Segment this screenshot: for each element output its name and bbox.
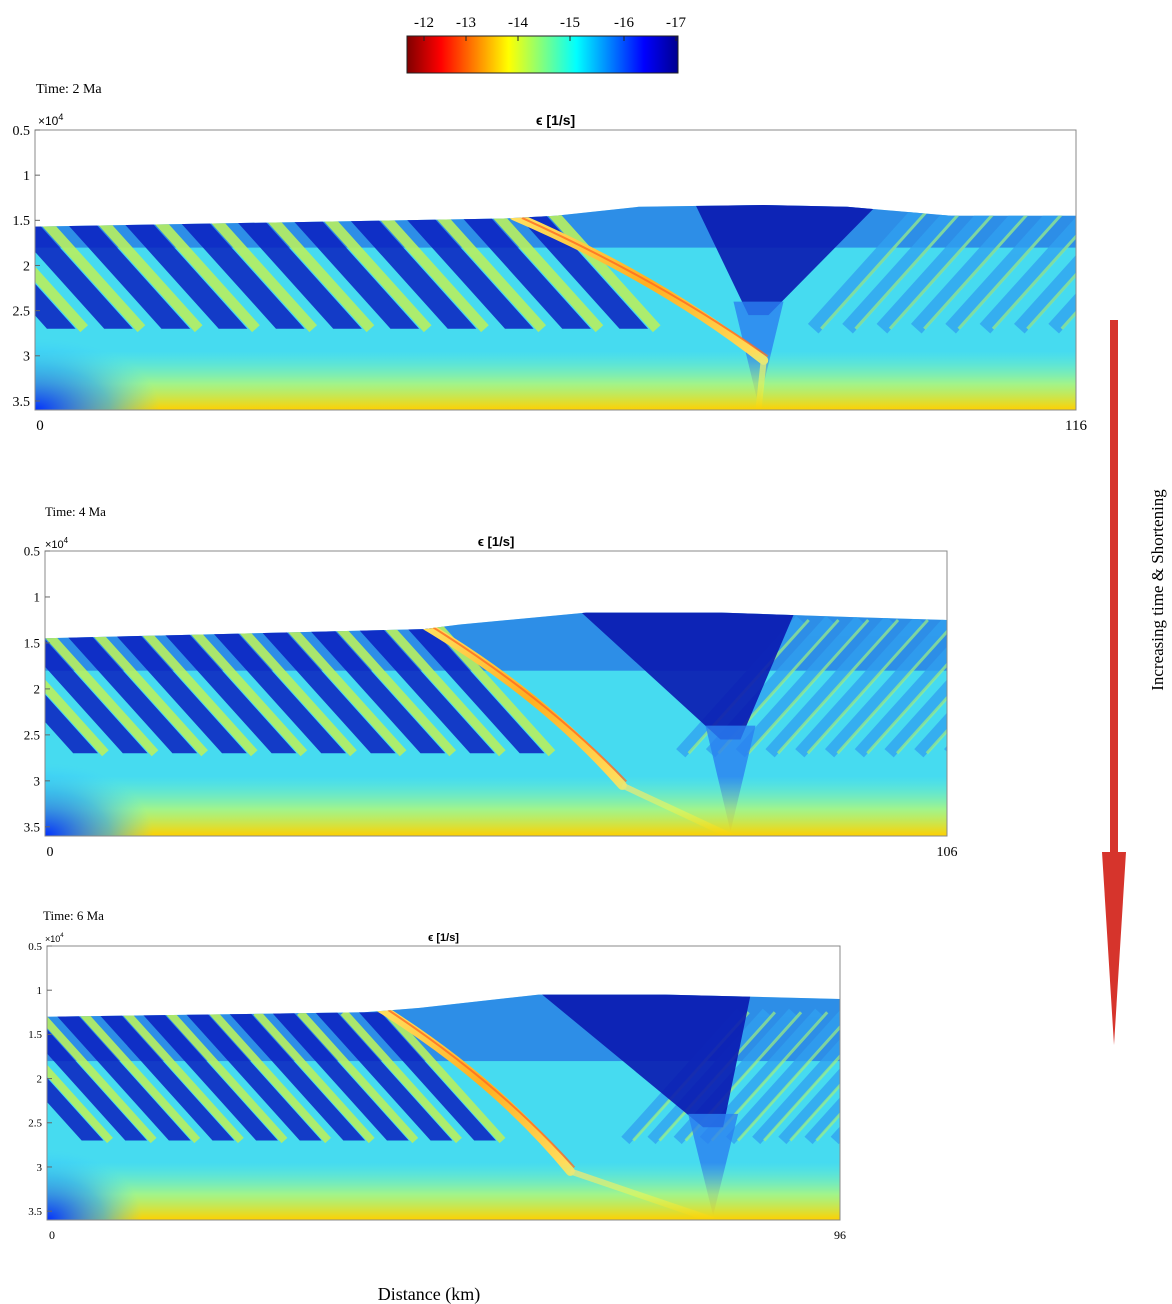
shear-bands-right	[807, 205, 1076, 334]
low-strain-dome	[514, 612, 821, 740]
x-tick-label: 0	[47, 845, 54, 860]
plot-frame	[44, 550, 948, 837]
colorbar-tick-label: -15	[560, 15, 580, 31]
colorbar-tick-label: -14	[508, 15, 528, 31]
colorbar-gradient	[406, 35, 679, 74]
corner-low-strain	[35, 337, 160, 410]
y-tick-label: 1	[34, 590, 41, 605]
x-axis-label: Distance (km)	[378, 1284, 480, 1304]
main-fault	[375, 1003, 575, 1176]
panel-title: ϵ [1/s]	[478, 534, 515, 549]
arrow-label: Increasing time & Shortening	[1148, 489, 1167, 691]
y-tick-label: 1	[23, 169, 30, 184]
colorbar: -12 -13 -14 -15 -16 -17	[406, 15, 686, 74]
y-tick-label: 2.5	[28, 1118, 42, 1130]
y-tick-label: 2	[34, 681, 41, 696]
colorbar-tick-label: -17	[666, 15, 686, 31]
y-tick-label: 1	[37, 985, 43, 997]
y-tick-label: 3.5	[13, 395, 31, 410]
shear-bands	[45, 616, 556, 757]
panel-title: ϵ [1/s]	[428, 932, 459, 944]
shear-bands	[35, 205, 661, 333]
y-exponent-label: ×104	[45, 933, 64, 944]
strain-rate-panel: Time: 4 Ma ϵ [1/s] 0.5 1 1.5 2 2.5 3 3.5 ×104 0 106	[24, 504, 958, 860]
panel-title: ϵ [1/s]	[536, 112, 575, 128]
x-tick-label: 116	[1065, 418, 1087, 434]
y-tick-label: 3	[34, 773, 41, 788]
y-exponent-label: ×104	[45, 536, 69, 551]
plot-frame	[46, 945, 841, 1221]
basal-hotspot	[654, 394, 863, 410]
arrow-shaft	[1110, 320, 1118, 855]
y-tick-label: 0.5	[24, 544, 40, 559]
colorbar-tick-label: -16	[614, 15, 634, 31]
y-exponent-label: ×104	[38, 112, 63, 128]
arrow-head	[1102, 852, 1126, 1045]
basal-hotspot	[633, 1204, 793, 1220]
y-tick-label: 2	[37, 1073, 43, 1085]
basal-high-strain-zone	[45, 776, 947, 836]
x-tick-label: 0	[49, 1228, 55, 1242]
y-tick-label: 2.5	[24, 727, 40, 742]
time-label: Time: 2 Ma	[36, 82, 102, 97]
y-tick-label: 0.5	[28, 941, 42, 953]
x-tick-label: 106	[937, 845, 958, 860]
y-tick-label: 0.5	[13, 124, 31, 139]
y-tick-label: 2	[23, 259, 30, 274]
corner-low-strain	[47, 1149, 143, 1220]
y-tick-label: 3	[23, 350, 30, 365]
low-strain-dome	[659, 205, 952, 316]
panels: Time: 2 Ma ϵ [1/s] 0.5 1 1.5 2 2.5 3 3.5 ×104 0 116…	[13, 82, 1088, 1242]
y-tick-label: 3.5	[28, 1206, 42, 1218]
y-tick-label: 1.5	[13, 214, 31, 229]
x-tick-label: 0	[36, 418, 44, 434]
y-tick-label: 3	[37, 1162, 43, 1174]
y-tick-label: 2.5	[13, 305, 31, 320]
y-tick-label: 3.5	[24, 819, 40, 834]
time-arrow	[1102, 320, 1126, 1045]
plot-frame	[34, 129, 1077, 411]
basal-high-strain-zone	[35, 351, 1076, 410]
y-tick-label: 1.5	[28, 1029, 42, 1041]
shear-bands	[47, 1009, 506, 1144]
colorbar-ticks: -12 -13 -14 -15 -16 -17	[414, 15, 686, 41]
basal-hotspot	[640, 820, 821, 836]
colorbar-tick-label: -13	[456, 15, 476, 31]
y-tick-label: 1.5	[24, 635, 40, 650]
time-label: Time: 4 Ma	[45, 504, 106, 519]
strain-rate-field	[47, 994, 840, 1220]
strain-rate-field	[35, 205, 1076, 410]
time-label: Time: 6 Ma	[43, 908, 104, 923]
strain-rate-panel: Time: 2 Ma ϵ [1/s] 0.5 1 1.5 2 2.5 3 3.5 ×104 0 116	[13, 82, 1088, 434]
main-fault	[419, 620, 627, 790]
strain-rate-panel: Time: 6 Ma ϵ [1/s] 0.5 1 1.5 2 2.5 3 3.5 ×104 0 96	[28, 908, 846, 1242]
corner-low-strain	[45, 762, 154, 836]
x-tick-label: 96	[834, 1228, 846, 1242]
low-strain-dome	[483, 994, 761, 1128]
colorbar-tick-label: -12	[414, 15, 434, 31]
